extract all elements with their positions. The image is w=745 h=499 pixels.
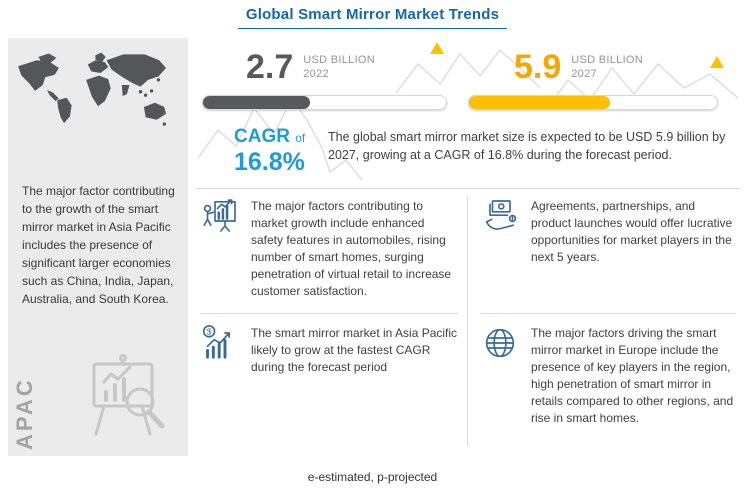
globe-icon (485, 328, 515, 358)
footer-note: e-estimated, p-projected (307, 470, 438, 484)
insights-column-right: Agreements, partnerships, and product la… (480, 196, 736, 427)
stat-2027-unit-label: USD BILLION (571, 54, 644, 66)
insight-text: Agreements, partnerships, and product la… (531, 199, 733, 265)
svg-text:$: $ (207, 326, 212, 336)
stat-2022-value: 2.7 (246, 48, 294, 86)
main-content: 2.7 USD BILLION 2022 5.9 USD BILLION 202… (196, 38, 740, 462)
stat-2022-unit: USD BILLION 2022 (303, 50, 375, 82)
progress-bar-2022 (202, 95, 447, 110)
world-map-graphic (18, 52, 166, 126)
stat-2027-year: 2027 (571, 68, 597, 81)
region-label: APAC (12, 377, 37, 450)
dollar-growth-icon: $ (202, 325, 230, 359)
cagr-value: 16.8% (234, 148, 305, 176)
progress-bar-2022-fill (203, 96, 310, 109)
stat-2022-unit-label: USD BILLION (303, 54, 376, 66)
header: Global Smart Mirror Market Trends (0, 6, 745, 29)
insight-apac-cagr: $ The smart mirror market in Asia Pacifi… (200, 323, 458, 376)
cagr-block: CAGR of 16.8% (234, 126, 324, 177)
apac-summary-text: The major factor contributing to the gro… (22, 184, 175, 306)
chart-easel-magnifier-icon (92, 354, 165, 436)
insight-text: The major factors contributing to market… (251, 199, 452, 299)
stat-2027-unit: USD BILLION 2027 (571, 50, 643, 82)
column-divider (480, 313, 736, 314)
insight-opportunities: Agreements, partnerships, and product la… (480, 196, 736, 308)
insight-europe-drivers: The major factors driving the smart mirr… (480, 323, 736, 427)
presentation-chart-icon (203, 199, 236, 232)
vertical-divider (467, 196, 468, 446)
progress-bar-2027 (468, 95, 718, 110)
stat-2027: 5.9 USD BILLION 2027 (514, 50, 643, 84)
column-divider (200, 313, 458, 314)
insight-market-drivers: The major factors contributing to market… (200, 196, 458, 308)
horizontal-divider (196, 188, 740, 189)
insight-text: The smart mirror market in Asia Pacific … (251, 326, 458, 375)
stat-2022: 2.7 USD BILLION 2022 (246, 50, 375, 84)
stat-2022-year: 2022 (303, 68, 329, 81)
stat-2027-value: 5.9 (514, 48, 562, 86)
apac-panel: The major factor contributing to the gro… (8, 38, 188, 456)
progress-bar-2027-fill (469, 96, 611, 109)
page-title: Global Smart Mirror Market Trends (237, 6, 508, 29)
insight-text: The major factors driving the smart mirr… (531, 326, 734, 426)
cagr-of: of (295, 131, 306, 145)
cagr-description: The global smart mirror market size is e… (328, 130, 726, 163)
insights-column-left: The major factors contributing to market… (200, 196, 458, 376)
cagr-label: CAGR (234, 126, 290, 147)
partnership-money-icon (485, 200, 517, 230)
